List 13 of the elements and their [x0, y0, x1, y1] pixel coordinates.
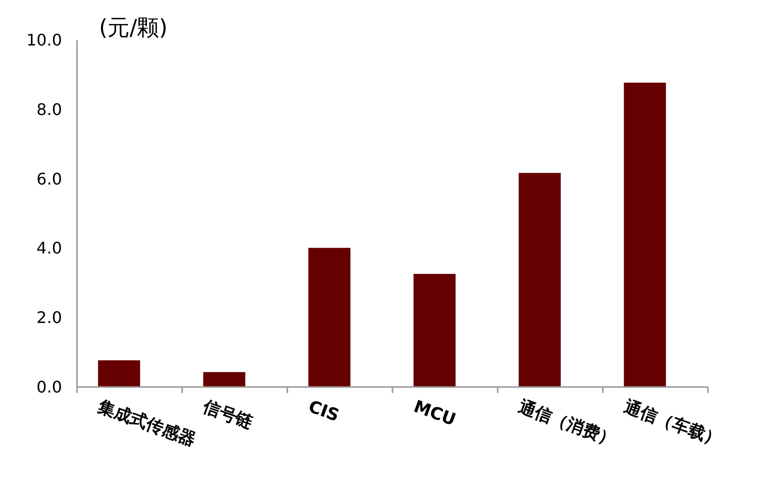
y-tick-label: 10.0 — [26, 30, 62, 50]
y-tick-label: 6.0 — [36, 169, 62, 188]
y-tick-label: 4.0 — [36, 238, 62, 258]
x-tick-label: 通信（车载） — [620, 396, 724, 451]
x-tick-label: 通信（消费） — [515, 396, 619, 451]
y-tick-label: 0.0 — [36, 378, 62, 396]
y-tick-label: 8.0 — [36, 100, 62, 119]
x-tick-label: 信号链 — [200, 396, 256, 434]
y-tick-label: 2.0 — [36, 308, 62, 328]
x-tick-label: 集成式传感器 — [94, 396, 198, 451]
y-axis-title: (元/颗) — [99, 16, 168, 41]
x-tick-label: CIS — [306, 396, 342, 426]
x-tick-label: MCU — [410, 396, 458, 430]
